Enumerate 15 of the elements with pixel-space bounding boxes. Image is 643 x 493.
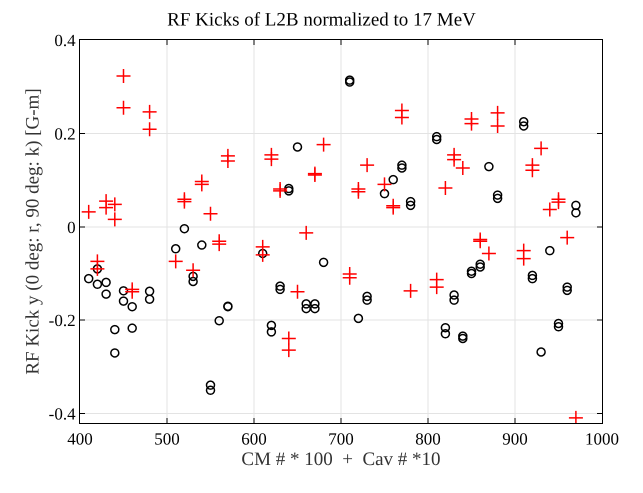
x-tick-label: 900 bbox=[502, 429, 528, 448]
x-axis-title: CM # * 100 + Cav # *10 bbox=[241, 449, 441, 470]
x-tick-label: 800 bbox=[415, 429, 441, 448]
y-tick-label: -0.4 bbox=[48, 404, 76, 424]
x-tick-label: 500 bbox=[154, 429, 180, 448]
y-tick-label: 0 bbox=[67, 218, 76, 237]
y-tick-label: 0.4 bbox=[54, 30, 76, 50]
chart-title: RF Kicks of L2B normalized to 17 MeV bbox=[167, 10, 476, 31]
x-tick-label: 400 bbox=[67, 429, 93, 448]
x-tick-label: 1000 bbox=[585, 429, 619, 448]
y-axis-title: RF Kick y (0 deg: r, 90 deg: k) [G-m] bbox=[22, 88, 44, 375]
y-tick-label: 0.2 bbox=[54, 124, 76, 144]
x-tick-label: 600 bbox=[241, 429, 267, 448]
y-tick-label: -0.2 bbox=[48, 311, 76, 330]
x-tick-label: 700 bbox=[328, 429, 354, 448]
